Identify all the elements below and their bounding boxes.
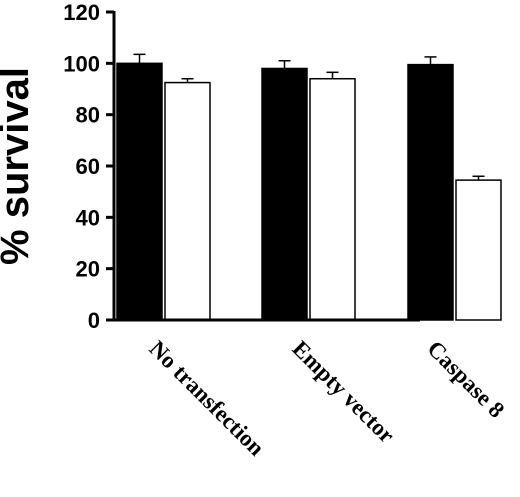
error-bars-group [133, 53, 485, 181]
bar-series-2-2 [455, 179, 502, 321]
category-label: No transfection [144, 336, 269, 461]
y-tick-label: 20 [76, 257, 100, 282]
y-tick-label: 100 [63, 51, 100, 76]
y-ticks-group: 0 20 40 60 80 100 120 [63, 0, 114, 333]
category-labels-group: No transfection Empty vector Caspase 8 [144, 336, 509, 461]
y-axis-title: % survival [0, 67, 37, 265]
y-tick-label: 40 [76, 205, 100, 230]
category-label: Empty vector [287, 336, 399, 448]
y-tick-label: 0 [88, 308, 100, 333]
bar-series-1-2 [407, 63, 454, 321]
y-tick-label: 60 [76, 154, 100, 179]
y-tick-label: 80 [76, 103, 100, 128]
bar-series-1-0 [116, 62, 163, 321]
bar-series-2-1 [309, 77, 356, 321]
bar-series-1-1 [261, 67, 308, 321]
bars-group [116, 62, 502, 321]
bar-series-2-0 [164, 81, 211, 321]
y-tick-label: 120 [63, 0, 100, 25]
category-label: Caspase 8 [422, 336, 509, 423]
